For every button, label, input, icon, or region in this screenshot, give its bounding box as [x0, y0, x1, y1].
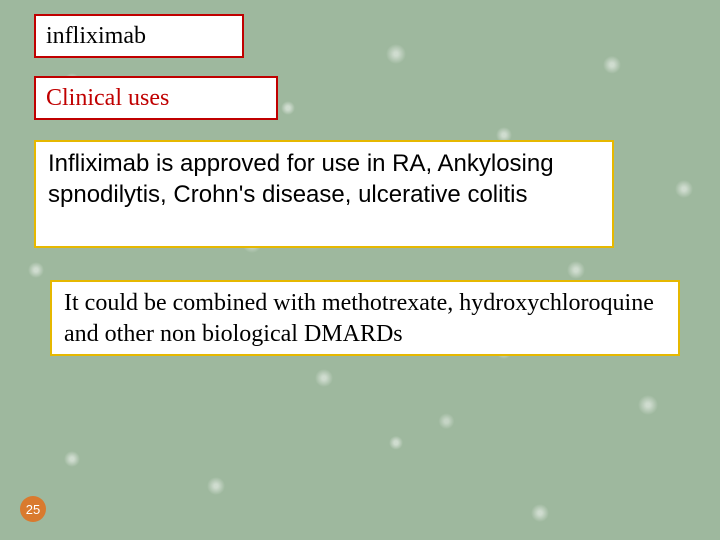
body-text-2: It could be combined with methotrexate, … — [64, 290, 654, 347]
slide: infliximab Clinical uses Infliximab is a… — [0, 0, 720, 540]
page-number-badge: 25 — [20, 496, 46, 522]
title-text: infliximab — [46, 23, 146, 50]
title-box: infliximab — [34, 14, 244, 58]
body-box-2: It could be combined with methotrexate, … — [50, 280, 680, 356]
page-number-text: 25 — [26, 502, 40, 517]
subtitle-text: Clinical uses — [46, 85, 169, 112]
body-text-1: Infliximab is approved for use in RA, An… — [48, 150, 554, 208]
body-box-1: Infliximab is approved for use in RA, An… — [34, 140, 614, 248]
subtitle-box: Clinical uses — [34, 76, 278, 120]
